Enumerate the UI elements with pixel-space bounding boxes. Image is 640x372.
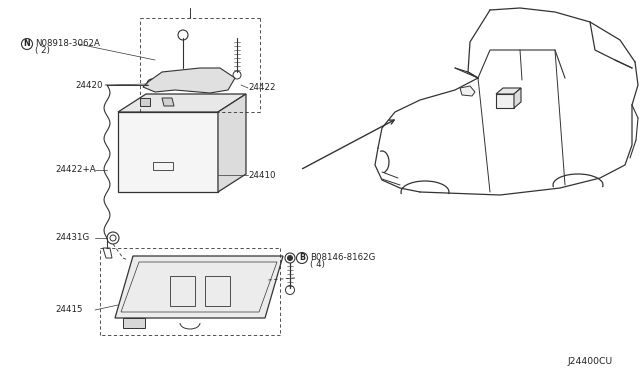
Text: ( 2): ( 2) xyxy=(35,46,50,55)
Text: N08918-3062A: N08918-3062A xyxy=(35,38,100,48)
Text: B08146-8162G: B08146-8162G xyxy=(310,253,376,262)
Text: 24422+A: 24422+A xyxy=(55,166,95,174)
Polygon shape xyxy=(162,98,174,106)
Circle shape xyxy=(150,81,154,87)
Circle shape xyxy=(287,256,292,260)
Text: 24415: 24415 xyxy=(55,305,83,314)
Polygon shape xyxy=(118,94,246,112)
Polygon shape xyxy=(118,112,218,192)
Polygon shape xyxy=(143,68,235,93)
Polygon shape xyxy=(496,94,514,108)
Polygon shape xyxy=(140,98,150,106)
Text: N: N xyxy=(24,39,30,48)
Polygon shape xyxy=(460,86,475,96)
Text: 24420: 24420 xyxy=(75,80,102,90)
Text: 24431G: 24431G xyxy=(55,234,89,243)
Text: ( 4): ( 4) xyxy=(310,260,325,269)
Text: J24400CU: J24400CU xyxy=(568,357,613,366)
Polygon shape xyxy=(514,88,521,108)
Polygon shape xyxy=(123,318,145,328)
Polygon shape xyxy=(218,94,246,192)
Text: 24422: 24422 xyxy=(248,83,275,93)
Text: B: B xyxy=(299,253,305,263)
Text: 24410: 24410 xyxy=(248,170,275,180)
Polygon shape xyxy=(496,88,521,94)
Polygon shape xyxy=(115,256,283,318)
